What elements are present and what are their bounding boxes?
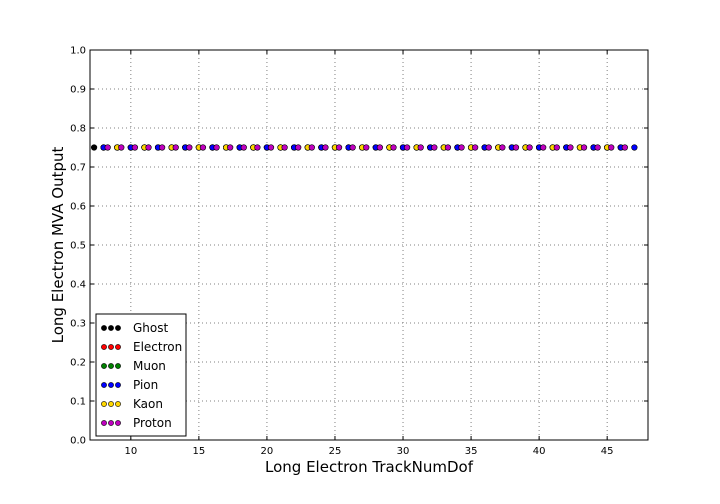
data-point-proton xyxy=(444,144,452,151)
data-point-proton xyxy=(213,144,220,151)
series-proton xyxy=(104,144,628,151)
data-point-ghost xyxy=(90,144,98,151)
x-tick-label: 25 xyxy=(329,446,342,457)
data-point-proton xyxy=(621,144,628,151)
legend-marker-electron xyxy=(101,344,107,350)
data-point-proton xyxy=(104,144,111,151)
y-tick-label: 0.0 xyxy=(70,436,86,447)
x-tick-label: 35 xyxy=(465,446,478,457)
legend-marker-electron xyxy=(115,344,121,350)
legend-marker-kaon xyxy=(108,401,114,407)
data-point-proton xyxy=(417,144,424,151)
y-tick-label: 0.7 xyxy=(70,163,86,174)
data-point-proton xyxy=(485,144,492,151)
x-axis-label: Long Electron TrackNumDof xyxy=(265,458,474,476)
data-points xyxy=(90,144,638,151)
legend-marker-kaon xyxy=(115,401,121,407)
legend-label-proton: Proton xyxy=(133,416,172,430)
legend-marker-kaon xyxy=(101,401,107,407)
x-tick-label: 30 xyxy=(397,446,410,457)
x-tick-label: 15 xyxy=(193,446,206,457)
legend-marker-electron xyxy=(108,344,114,350)
y-tick-label: 0.4 xyxy=(70,280,86,291)
data-point-proton xyxy=(363,144,370,151)
y-tick-label: 0.9 xyxy=(70,85,86,96)
data-point-proton xyxy=(308,144,315,151)
x-tick-label: 20 xyxy=(261,446,274,457)
data-point-proton xyxy=(526,144,533,151)
data-point-pion xyxy=(631,144,638,151)
legend-marker-proton xyxy=(108,420,114,426)
y-tick-label: 0.1 xyxy=(70,397,86,408)
legend-marker-pion xyxy=(115,382,121,388)
data-point-proton xyxy=(594,144,601,151)
x-tick-label: 40 xyxy=(533,446,546,457)
data-point-proton xyxy=(390,144,397,151)
data-point-proton xyxy=(227,144,234,151)
data-point-proton xyxy=(349,144,356,151)
data-point-proton xyxy=(458,144,465,151)
x-tick-label: 10 xyxy=(124,446,137,457)
data-point-proton xyxy=(553,144,560,151)
legend-label-muon: Muon xyxy=(133,359,166,373)
series-ghost xyxy=(90,144,98,151)
data-point-proton xyxy=(404,144,411,151)
data-point-proton xyxy=(322,144,329,151)
data-point-proton xyxy=(376,144,383,151)
data-point-proton xyxy=(472,144,479,151)
axis-ticks: 10 15 20 25 30 35 40 45 0.0 0.1 0.2 0.3 0.4 0.5 0.6 0.7… xyxy=(70,46,648,457)
data-point-proton xyxy=(118,144,125,151)
legend-marker-muon xyxy=(115,363,121,369)
data-point-proton xyxy=(159,144,166,151)
legend-marker-pion xyxy=(108,382,114,388)
legend-marker-proton xyxy=(115,420,121,426)
y-tick-label: 0.6 xyxy=(70,202,86,213)
data-point-proton xyxy=(567,144,574,151)
legend-box xyxy=(95,313,187,437)
data-point-proton xyxy=(431,144,438,151)
legend-marker-proton xyxy=(101,420,107,426)
legend-marker-pion xyxy=(101,382,107,388)
data-point-proton xyxy=(131,144,139,151)
legend-marker-ghost xyxy=(101,325,107,331)
y-tick-label: 0.2 xyxy=(70,358,86,369)
data-point-proton xyxy=(186,144,193,151)
legend-label-pion: Pion xyxy=(133,378,158,392)
y-tick-label: 0.5 xyxy=(70,241,86,252)
data-point-proton xyxy=(608,144,615,151)
data-point-proton xyxy=(580,144,588,151)
legend-label-ghost: Ghost xyxy=(133,321,168,335)
data-point-proton xyxy=(499,144,506,151)
legend-label-kaon: Kaon xyxy=(133,397,163,411)
data-point-proton xyxy=(512,144,520,151)
y-tick-label: 1.0 xyxy=(70,46,86,57)
data-point-proton xyxy=(172,144,179,151)
y-tick-label: 0.3 xyxy=(70,319,86,330)
legend-marker-ghost xyxy=(108,325,114,331)
legend-marker-ghost xyxy=(115,325,121,331)
data-point-proton xyxy=(254,144,261,151)
grid-lines xyxy=(90,49,648,441)
data-point-proton xyxy=(540,144,547,151)
legend-label-electron: Electron xyxy=(133,340,182,354)
data-point-proton xyxy=(199,144,207,151)
data-point-proton xyxy=(267,144,275,151)
legend-marker-muon xyxy=(108,363,114,369)
data-point-proton xyxy=(281,144,288,151)
x-tick-label: 45 xyxy=(601,446,614,457)
data-point-proton xyxy=(145,144,152,151)
legend: Ghost Electron Muon Pion Kaon Proton xyxy=(95,313,187,437)
data-point-proton xyxy=(335,144,343,151)
data-point-proton xyxy=(295,144,302,151)
y-tick-label: 0.8 xyxy=(70,124,86,135)
data-point-proton xyxy=(240,144,247,151)
legend-marker-muon xyxy=(101,363,107,369)
y-axis-label: Long Electron MVA Output xyxy=(49,147,67,344)
